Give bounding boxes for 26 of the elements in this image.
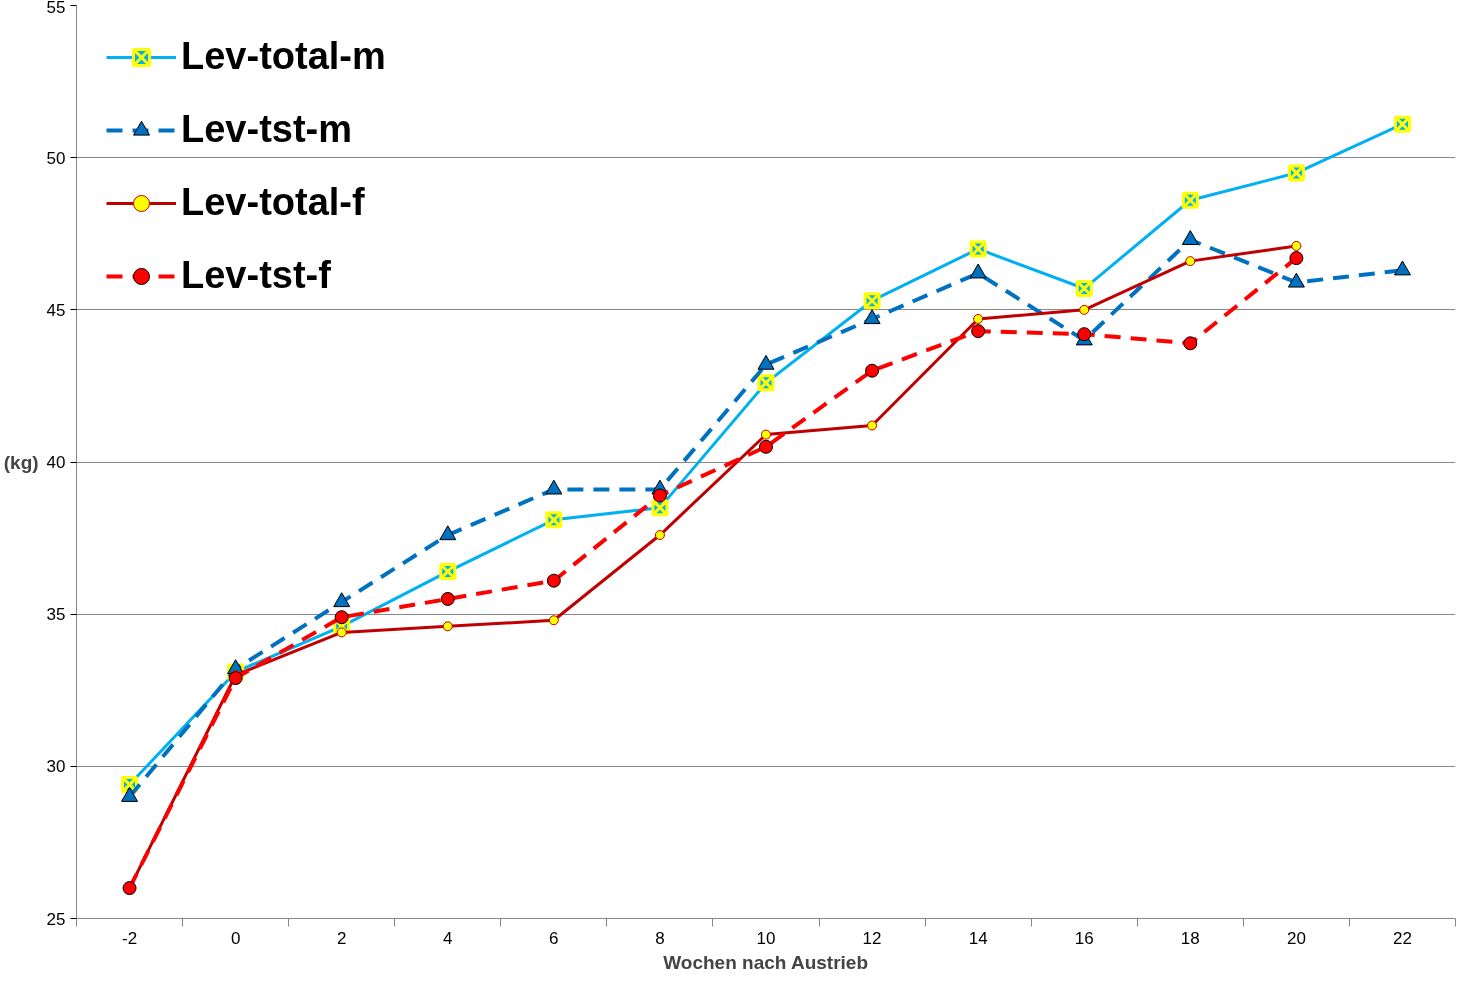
y-tick-label: 50 — [46, 148, 66, 168]
y-tick-label: 35 — [46, 605, 66, 625]
x-tick-label: 2 — [336, 928, 347, 948]
legend-label: Lev-tst-f — [181, 254, 331, 297]
legend-label: Lev-total-f — [181, 181, 365, 224]
x-tick-label: 8 — [655, 928, 665, 948]
y-tick-label: 40 — [46, 453, 66, 472]
y-tick-label: 55 — [46, 0, 66, 17]
x-tick-label: 20 — [1286, 928, 1306, 948]
y-axis-title: (kg) — [3, 451, 39, 473]
x-tick-label: 16 — [1074, 928, 1094, 948]
legend-label: Lev-tst-m — [181, 108, 353, 151]
x-tick-label: 22 — [1393, 928, 1412, 948]
x-tick-label: 10 — [756, 928, 776, 948]
x-tick-label: 18 — [1180, 928, 1200, 948]
x-tick-label: -2 — [121, 928, 138, 948]
y-tick-label: 25 — [46, 909, 66, 929]
y-tick-label: 30 — [46, 757, 66, 777]
x-tick-label: 14 — [968, 928, 988, 948]
x-tick-label: 12 — [862, 928, 882, 948]
x-axis-title: Wochen nach Austrieb — [663, 951, 869, 973]
x-tick-label: 6 — [549, 928, 559, 948]
y-tick-label: 45 — [46, 300, 66, 320]
legend-label: Lev-total-m — [181, 35, 386, 78]
x-tick-label: 4 — [443, 928, 453, 948]
x-tick-label: 0 — [230, 928, 241, 948]
